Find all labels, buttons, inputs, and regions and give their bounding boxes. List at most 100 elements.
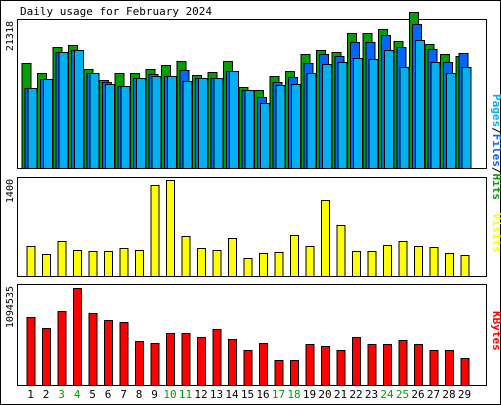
bar-pages-day-11 xyxy=(182,81,193,169)
y-max-label: 1400 xyxy=(5,179,16,203)
bar-visits-day-22 xyxy=(352,251,361,277)
bar-kbytes-day-28 xyxy=(445,350,454,386)
day-label-16: 16 xyxy=(256,388,269,401)
day-label-26: 26 xyxy=(411,388,424,401)
bar-pages-day-2 xyxy=(43,79,53,169)
day-label-8: 8 xyxy=(136,388,143,401)
day-label-1: 1 xyxy=(27,388,34,401)
bar-visits-day-27 xyxy=(429,247,439,277)
bar-visits-day-29 xyxy=(460,255,470,277)
day-label-22: 22 xyxy=(349,388,362,401)
bar-visits-day-25 xyxy=(398,241,408,277)
bar-kbytes-day-23 xyxy=(367,344,377,386)
bar-kbytes-day-21 xyxy=(336,350,346,386)
day-label-29: 29 xyxy=(458,388,471,401)
bar-visits-day-21 xyxy=(336,225,346,277)
bar-kbytes-day-6 xyxy=(104,320,113,386)
bar-pages-day-5 xyxy=(89,73,100,169)
day-label-12: 12 xyxy=(194,388,207,401)
bar-visits-day-1 xyxy=(26,246,36,277)
y-max-label: 1094535 xyxy=(5,286,16,328)
bar-pages-day-7 xyxy=(120,86,131,169)
bar-visits-day-9 xyxy=(150,185,160,277)
bar-visits-day-15 xyxy=(243,258,253,277)
bar-kbytes-day-18 xyxy=(290,360,299,386)
bar-pages-day-9 xyxy=(151,76,162,169)
day-labels-layer: 1 2 3 4 5 6 7 8 9 10 11 12 13 14 15 16 17 18 19 20 21 22 23 24 2… xyxy=(27,388,471,401)
bar-pages-day-16 xyxy=(260,103,270,169)
bar-pages-day-23 xyxy=(368,59,379,169)
bar-visits-day-7 xyxy=(119,248,129,277)
bar-pages-day-17 xyxy=(275,85,286,169)
bar-visits-day-17 xyxy=(274,252,284,277)
bar-kbytes-day-7 xyxy=(119,322,129,386)
day-label-10: 10 xyxy=(163,388,176,401)
day-label-17: 17 xyxy=(272,388,285,401)
y-max-label: 21318 xyxy=(5,21,16,51)
day-label-19: 19 xyxy=(303,388,316,401)
bar-kbytes-day-3 xyxy=(57,311,67,386)
legend-separator: / xyxy=(490,167,501,174)
bar-pages-day-14 xyxy=(229,71,239,169)
day-label-21: 21 xyxy=(334,388,347,401)
day-label-18: 18 xyxy=(287,388,300,401)
bar-pages-day-28 xyxy=(446,73,456,169)
panel-legend: Visits xyxy=(490,213,501,253)
bar-kbytes-day-4 xyxy=(73,288,82,386)
bar-kbytes-day-20 xyxy=(321,346,330,386)
bar-visits-day-28 xyxy=(445,253,454,277)
bar-visits-day-24 xyxy=(383,245,392,277)
day-label-13: 13 xyxy=(210,388,223,401)
bar-pages-day-12 xyxy=(198,78,208,169)
panel-visits: 1400 Visits xyxy=(5,177,501,277)
bar-pages-day-29 xyxy=(461,67,472,169)
bar-visits-day-18 xyxy=(290,235,299,277)
bar-kbytes-day-25 xyxy=(398,340,408,386)
bar-visits-day-5 xyxy=(88,251,98,277)
bar-visits-day-19 xyxy=(305,246,315,277)
day-label-9: 9 xyxy=(151,388,158,401)
bar-pages-day-8 xyxy=(136,78,146,169)
legend-entry: KBytes xyxy=(490,311,501,351)
bar-kbytes-day-1 xyxy=(26,317,36,386)
bar-visits-day-16 xyxy=(259,253,268,277)
bar-visits-day-26 xyxy=(414,246,423,277)
bar-kbytes-day-29 xyxy=(460,358,470,386)
bar-kbytes-day-8 xyxy=(135,341,144,386)
day-label-3: 3 xyxy=(58,388,65,401)
bar-kbytes-day-26 xyxy=(414,344,423,386)
bar-visits-day-11 xyxy=(181,236,191,277)
bar-visits-day-13 xyxy=(212,250,222,277)
bar-pages-day-25 xyxy=(399,67,410,169)
bar-visits-day-6 xyxy=(104,251,113,277)
legend-separator: / xyxy=(490,127,501,134)
bar-visits-day-14 xyxy=(228,238,237,277)
bar-kbytes-day-15 xyxy=(243,350,253,386)
bar-pages-day-18 xyxy=(291,84,301,169)
legend-entry: Visits xyxy=(490,213,501,253)
bar-visits-day-20 xyxy=(321,200,330,277)
panel-legend: KBytes xyxy=(490,311,501,351)
legend-entry: Hits xyxy=(490,174,501,201)
bar-kbytes-day-24 xyxy=(383,344,392,386)
panel-kbytes: 1094535 KBytes xyxy=(5,284,501,386)
bar-kbytes-day-10 xyxy=(166,333,175,386)
bar-visits-day-10 xyxy=(166,180,175,277)
day-label-14: 14 xyxy=(225,388,239,401)
day-label-7: 7 xyxy=(120,388,127,401)
bar-kbytes-day-5 xyxy=(88,313,98,386)
bar-pages-day-19 xyxy=(306,73,317,169)
bar-visits-day-4 xyxy=(73,250,82,277)
bar-pages-day-3 xyxy=(58,52,69,169)
legend-entry: Files xyxy=(490,134,501,167)
bar-kbytes-day-16 xyxy=(259,343,268,386)
bar-kbytes-day-9 xyxy=(150,343,160,386)
day-label-2: 2 xyxy=(43,388,50,401)
bar-visits-day-8 xyxy=(135,250,144,277)
bar-kbytes-day-2 xyxy=(42,328,51,386)
bar-visits-day-23 xyxy=(367,251,377,277)
bar-pages-day-4 xyxy=(74,50,84,169)
